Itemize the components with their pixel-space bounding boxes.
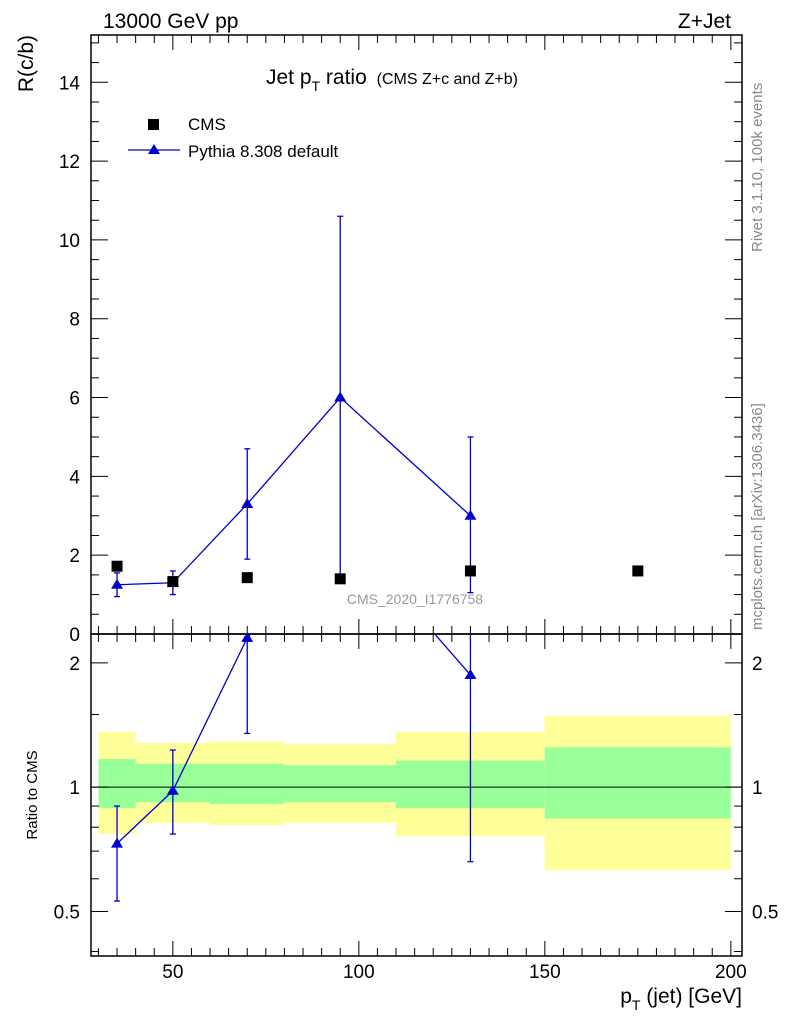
analysis-watermark: CMS_2020_I1776758 <box>347 591 483 607</box>
rivet-label: Rivet 3.1.10, 100k events <box>749 83 766 252</box>
cms-point <box>111 560 123 572</box>
ratio-point <box>166 784 179 795</box>
y-tick-label: 0 <box>69 625 80 646</box>
y-tick-label: 2 <box>69 654 80 675</box>
cms-point <box>464 565 476 577</box>
bottom-y-axis-label: Ratio to CMS <box>24 750 41 839</box>
bottom-series <box>111 634 477 902</box>
y-tick-label: 8 <box>69 310 80 331</box>
title-rest: ratio <box>320 66 367 89</box>
x-tick-label: 100 <box>343 962 375 983</box>
y-tick-label: 2 <box>69 546 80 567</box>
y-tick-label: 4 <box>69 467 80 488</box>
uncertainty-band-green <box>98 759 136 809</box>
x-axis-label: pT (jet) [GeV] <box>620 985 742 1013</box>
x-tick-label: 200 <box>715 962 747 983</box>
top-y-axis-label: R(c/b) <box>15 35 38 92</box>
title-paren: (CMS Z+c and Z+b) <box>377 71 518 88</box>
pythia-line <box>117 396 471 586</box>
pythia-point <box>334 391 347 402</box>
y-tick-label-right: 0.5 <box>752 902 778 923</box>
title-main: Jet p <box>266 66 312 89</box>
pythia-point <box>111 578 124 589</box>
ratio-bands <box>98 715 731 871</box>
xlabel-sub: T <box>632 997 641 1013</box>
cms-point <box>167 576 179 588</box>
pythia-point <box>464 509 477 520</box>
cms-point <box>334 573 346 585</box>
source-label: mcplots.cern.ch [arXiv:1306.3436] <box>749 403 766 630</box>
y-tick-label: 6 <box>69 389 80 410</box>
ratio-point <box>241 634 254 642</box>
y-tick-label-right: 1 <box>752 778 763 799</box>
legend-marker-cms <box>148 119 159 130</box>
bottom-panel-frame <box>90 633 743 957</box>
xlabel-main: p <box>620 985 632 1008</box>
y-tick-label-right: 2 <box>752 654 763 675</box>
legend-marker-pythia <box>148 144 160 154</box>
x-tick-label: 150 <box>529 962 561 983</box>
process-label: Z+Jet <box>678 10 731 33</box>
pythia-point <box>241 497 254 508</box>
cms-point <box>241 572 253 584</box>
x-tick-label: 50 <box>162 962 183 983</box>
y-tick-label: 12 <box>59 152 80 173</box>
ratio-point <box>464 668 477 679</box>
xlabel-rest: (jet) [GeV] <box>640 985 742 1008</box>
legend-label-cms: CMS <box>188 115 226 134</box>
uncertainty-band-green <box>544 747 731 819</box>
y-tick-label: 14 <box>59 73 81 94</box>
y-tick-label: 10 <box>59 231 80 252</box>
chart-title: Jet pT ratio (CMS Z+c and Z+b) <box>266 66 518 94</box>
uncertainty-band-green <box>210 763 285 805</box>
energy-label: 13000 GeV pp <box>103 10 238 33</box>
top-panel-ticks: 0 2 4 6 8 10 12 14 <box>59 35 742 646</box>
legend-label-pythia: Pythia 8.308 default <box>188 142 339 161</box>
title-sub: T <box>312 78 321 94</box>
uncertainty-band-green <box>284 765 397 803</box>
ratio-point <box>111 837 124 848</box>
bottom-panel-ticks: 50 100 150 200 0.5 0.5 1 1 2 2 <box>54 634 778 983</box>
cms-point <box>632 565 644 577</box>
legend: CMS Pythia 8.308 default <box>128 115 339 161</box>
y-tick-label: 0.5 <box>54 902 80 923</box>
y-tick-label: 1 <box>69 778 80 799</box>
top-series <box>111 215 644 598</box>
